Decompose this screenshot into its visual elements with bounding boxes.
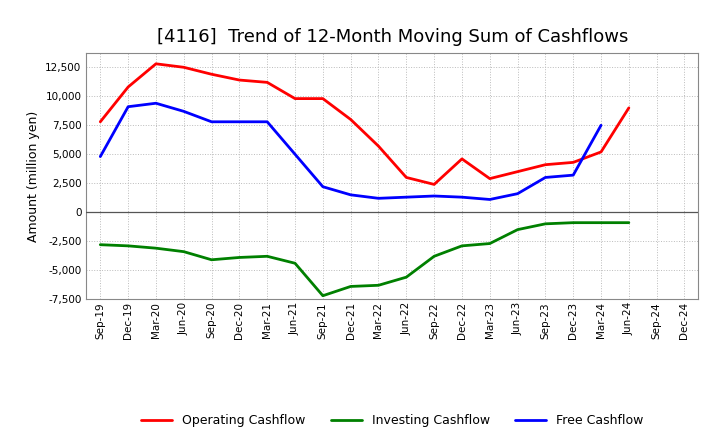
Free Cashflow (569, 172, 577, 178)
Investing Cashflow (263, 253, 271, 259)
Free Cashflow (263, 119, 271, 125)
Operating Cashflow (179, 65, 188, 70)
Line: Free Cashflow: Free Cashflow (100, 103, 601, 199)
Investing Cashflow (597, 220, 606, 225)
Operating Cashflow (207, 72, 216, 77)
Investing Cashflow (624, 220, 633, 225)
Line: Investing Cashflow: Investing Cashflow (100, 223, 629, 296)
Free Cashflow (458, 194, 467, 200)
Line: Operating Cashflow: Operating Cashflow (100, 64, 629, 184)
Operating Cashflow (152, 61, 161, 66)
Free Cashflow (402, 194, 410, 200)
Operating Cashflow (541, 162, 550, 167)
Operating Cashflow (235, 77, 243, 83)
Investing Cashflow (346, 284, 355, 289)
Free Cashflow (96, 154, 104, 159)
Free Cashflow (152, 101, 161, 106)
Title: [4116]  Trend of 12-Month Moving Sum of Cashflows: [4116] Trend of 12-Month Moving Sum of C… (157, 28, 628, 46)
Operating Cashflow (124, 84, 132, 90)
Investing Cashflow (179, 249, 188, 254)
Operating Cashflow (458, 156, 467, 161)
Investing Cashflow (374, 282, 383, 288)
Investing Cashflow (124, 243, 132, 249)
Investing Cashflow (235, 255, 243, 260)
Operating Cashflow (513, 169, 522, 174)
Investing Cashflow (458, 243, 467, 249)
Free Cashflow (346, 192, 355, 198)
Legend: Operating Cashflow, Investing Cashflow, Free Cashflow: Operating Cashflow, Investing Cashflow, … (136, 409, 649, 432)
Investing Cashflow (152, 246, 161, 251)
Operating Cashflow (402, 175, 410, 180)
Operating Cashflow (569, 160, 577, 165)
Free Cashflow (430, 193, 438, 198)
Free Cashflow (207, 119, 216, 125)
Free Cashflow (513, 191, 522, 196)
Free Cashflow (235, 119, 243, 125)
Investing Cashflow (402, 275, 410, 280)
Investing Cashflow (96, 242, 104, 247)
Free Cashflow (374, 196, 383, 201)
Free Cashflow (485, 197, 494, 202)
Free Cashflow (597, 123, 606, 128)
Operating Cashflow (597, 149, 606, 154)
Investing Cashflow (569, 220, 577, 225)
Operating Cashflow (624, 105, 633, 110)
Operating Cashflow (291, 96, 300, 101)
Free Cashflow (179, 109, 188, 114)
Investing Cashflow (541, 221, 550, 227)
Y-axis label: Amount (million yen): Amount (million yen) (27, 110, 40, 242)
Free Cashflow (291, 152, 300, 157)
Investing Cashflow (207, 257, 216, 262)
Investing Cashflow (430, 253, 438, 259)
Operating Cashflow (485, 176, 494, 181)
Investing Cashflow (513, 227, 522, 232)
Operating Cashflow (430, 182, 438, 187)
Operating Cashflow (318, 96, 327, 101)
Investing Cashflow (318, 293, 327, 298)
Free Cashflow (541, 175, 550, 180)
Free Cashflow (318, 184, 327, 189)
Operating Cashflow (374, 143, 383, 149)
Operating Cashflow (263, 80, 271, 85)
Investing Cashflow (485, 241, 494, 246)
Operating Cashflow (96, 119, 104, 125)
Free Cashflow (124, 104, 132, 110)
Investing Cashflow (291, 260, 300, 266)
Operating Cashflow (346, 117, 355, 122)
